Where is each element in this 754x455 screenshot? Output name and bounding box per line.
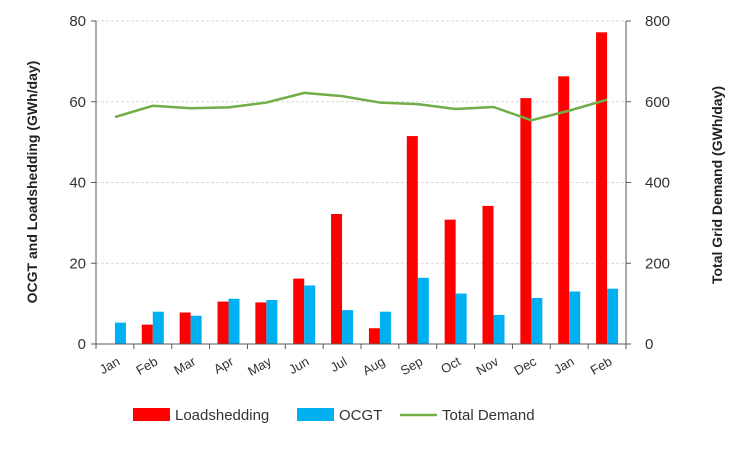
bar-ocgt <box>569 291 581 344</box>
line-total-demand <box>114 91 608 122</box>
bar-ocgt <box>455 293 467 344</box>
axes <box>91 20 631 349</box>
y2-tick-label: 600 <box>645 94 670 111</box>
legend-label-loadshedding: Loadshedding <box>175 407 269 424</box>
bar-loadshedding <box>179 312 191 344</box>
x-tick-label: Jan <box>551 354 577 377</box>
bar-ocgt <box>266 299 278 344</box>
bar-loadshedding <box>482 205 494 344</box>
bar-ocgt <box>304 285 316 344</box>
bar-ocgt <box>114 322 126 344</box>
y2-tick-label: 200 <box>645 255 670 272</box>
x-tick-label: Nov <box>473 353 501 378</box>
bar-ocgt <box>228 298 240 344</box>
bar-loadshedding <box>558 76 570 344</box>
x-tick-label: May <box>245 353 274 379</box>
bar-loadshedding <box>596 32 608 345</box>
bar-loadshedding <box>520 98 532 345</box>
y2-axis-title: Total Grid Demand (GWh/day) <box>709 86 725 284</box>
x-tick-label: Feb <box>133 354 160 378</box>
bar-loadshedding <box>368 328 380 344</box>
bar-ocgt <box>190 315 202 344</box>
y2-tick-label: 400 <box>645 175 670 192</box>
bars <box>114 32 619 345</box>
x-tick-label: Aug <box>360 354 388 379</box>
legend-label-total-demand: Total Demand <box>442 407 535 424</box>
bar-ocgt <box>531 297 543 344</box>
legend-label-ocgt: OCGT <box>339 407 382 424</box>
x-tick-label: Jun <box>286 354 312 377</box>
y2-tick-label: 0 <box>645 336 653 353</box>
bar-loadshedding <box>331 213 343 344</box>
x-tick-label: Dec <box>511 353 539 378</box>
bar-ocgt <box>152 311 164 344</box>
x-tick-label: Jul <box>328 354 350 375</box>
bar-ocgt <box>379 311 391 344</box>
gridlines <box>96 20 626 264</box>
bar-ocgt <box>417 277 429 344</box>
bar-loadshedding <box>255 302 267 344</box>
x-tick-label: Sep <box>398 354 426 379</box>
bar-loadshedding <box>406 136 418 344</box>
y2-tick-label: 800 <box>645 13 670 30</box>
bar-loadshedding <box>293 278 305 344</box>
x-tick-label: Oct <box>438 353 463 376</box>
y-tick-label: 40 <box>69 175 86 192</box>
bar-loadshedding <box>444 219 456 344</box>
bar-loadshedding <box>141 324 153 344</box>
y-tick-label: 60 <box>69 94 86 111</box>
y-tick-label: 20 <box>69 255 86 272</box>
x-tick-label: Feb <box>588 354 615 378</box>
y-tick-label: 0 <box>78 336 86 353</box>
legend-swatch-ocgt <box>297 408 334 421</box>
x-tick-label: Jan <box>97 354 123 377</box>
bar-ocgt <box>493 314 505 344</box>
bar-ocgt <box>607 288 619 344</box>
bar-loadshedding <box>217 301 229 344</box>
legend-swatch-loadshedding <box>133 408 170 421</box>
x-tick-label: Apr <box>211 353 237 376</box>
y-tick-label: 80 <box>69 13 86 30</box>
demand-line-group <box>114 91 608 122</box>
x-tick-label: Mar <box>171 353 198 378</box>
bar-ocgt <box>342 310 354 344</box>
legend: Loadshedding OCGT Total Demand <box>133 407 535 424</box>
y-axis-title: OCGT and Loadshedding (GWh/day) <box>24 61 40 304</box>
